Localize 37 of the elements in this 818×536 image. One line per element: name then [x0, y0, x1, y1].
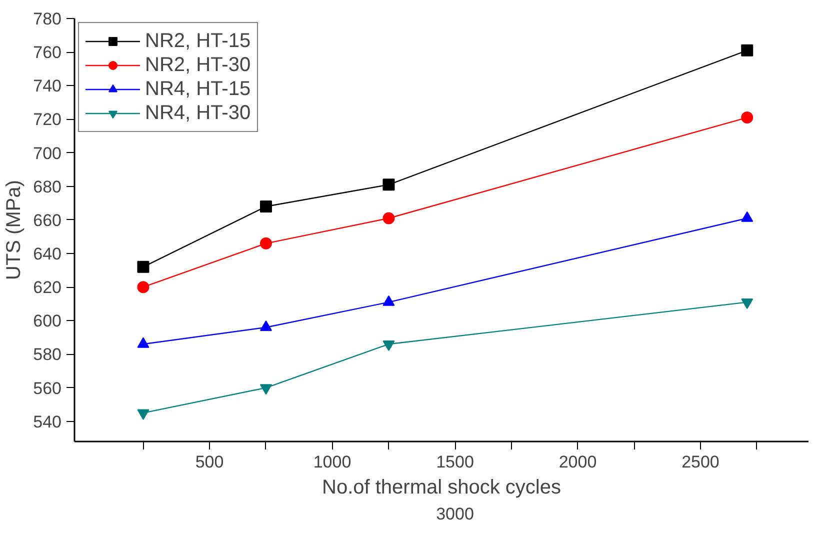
x-tick-label: 500: [195, 452, 224, 472]
point: [382, 178, 395, 191]
y-tick-label: 760: [33, 43, 62, 62]
y-tick-label: 640: [33, 244, 62, 264]
y-tick-label: 700: [33, 144, 62, 163]
y-tick-label: 720: [33, 110, 62, 130]
legend-label: NR4, HT-15: [145, 77, 251, 101]
y-tick-label: 540: [33, 412, 62, 432]
x-tick-label: 1500: [436, 452, 474, 472]
y-tick-label: 740: [33, 76, 62, 96]
y-tick-label: 660: [33, 210, 62, 230]
y-tick-label: 620: [33, 278, 62, 298]
y-tick-label: 560: [33, 378, 62, 398]
point: [382, 212, 395, 224]
x-tick-label: 1000: [313, 452, 352, 472]
point: [741, 298, 754, 310]
point: [260, 384, 272, 395]
x-tick-label: 2000: [558, 452, 597, 472]
point: [137, 260, 150, 273]
point: [741, 44, 754, 56]
point: [137, 281, 150, 294]
text: 3000: [436, 504, 474, 524]
point: [260, 237, 272, 250]
y-tick-label: 600: [33, 312, 62, 331]
x-tick-label: 2500: [682, 452, 720, 472]
x-axis-title: No.of thermal shock cycles: [322, 476, 561, 498]
point: [382, 340, 395, 351]
y-tick-label: 780: [33, 10, 62, 28]
point: [741, 112, 754, 124]
legend-label: NR4, HT-30: [145, 101, 251, 125]
point: [137, 409, 150, 420]
y-axis-title: UTS (MPa): [3, 180, 26, 280]
point: [260, 200, 272, 212]
legend-label: NR2, HT-15: [145, 29, 251, 53]
y-tick-label: 580: [33, 345, 62, 364]
y-tick-label: 680: [33, 177, 62, 196]
legend-label: NR2, HT-30: [145, 53, 251, 77]
